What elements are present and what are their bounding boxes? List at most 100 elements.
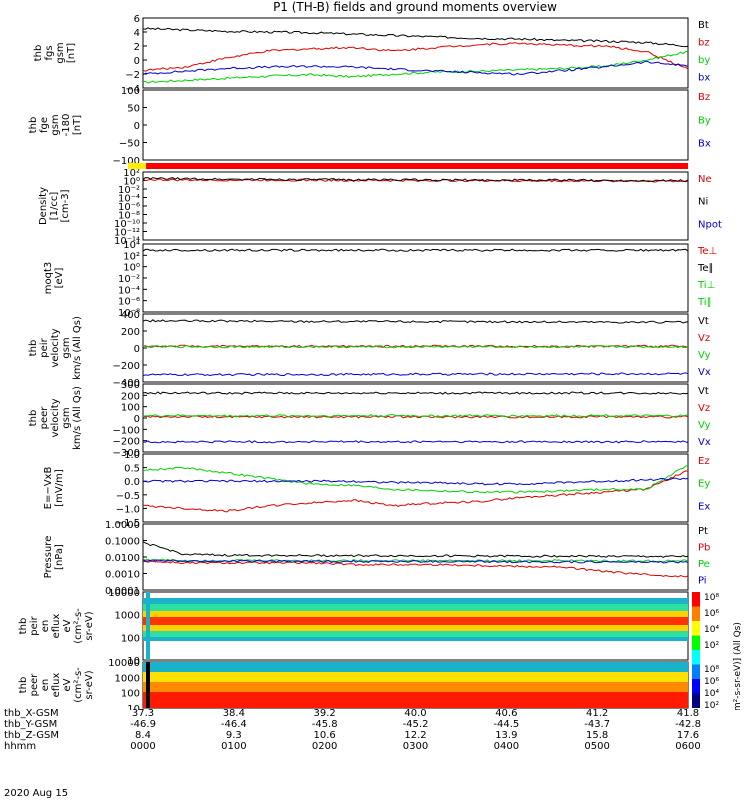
panel-8-ylabel: peir: [29, 615, 40, 635]
spec-8-band-3: [143, 617, 688, 625]
spec-9-band-2: [143, 682, 688, 692]
panel-5-ylabel: km/s (All Qs): [72, 386, 83, 450]
panel-3-frame: [142, 243, 689, 313]
panel-2-ytick-label: 10⁻⁶: [118, 202, 140, 213]
ephem-label-hhmm: hhmm: [4, 741, 37, 752]
panel-4-legend-Vy: Vy: [698, 350, 711, 361]
ephem-value: 41.2: [586, 708, 609, 719]
panel-4-ylabel: km/s (All Qs): [72, 316, 83, 380]
panel-9-ytick-label: 10000: [108, 658, 140, 669]
panel-1-ylabel: thb: [28, 117, 39, 134]
panel-2-ylabel: [1/cc]: [49, 192, 60, 221]
panel-3-ylabel: moqt3: [43, 262, 54, 295]
panel-5-ylabel: thb: [28, 410, 39, 427]
panel-2-legend-Npot: Npot: [698, 219, 722, 230]
panel-9-ytick-label: 1000: [115, 673, 140, 684]
series-6-Ez: [142, 470, 689, 513]
ephem-value: -42.8: [675, 719, 701, 730]
panel-2-ytick-label: 10²: [123, 168, 140, 179]
panel-3-legend-Te⊥: Te⊥: [697, 246, 717, 257]
panel-3-legend-Ti∥: Ti∥: [697, 297, 712, 308]
ephem-value: 0600: [675, 741, 701, 752]
panel-9-ylabel: en: [40, 679, 51, 692]
panel-8-ylabel: sr-eV): [84, 611, 95, 640]
panel-6-legend-Ez: Ez: [698, 456, 710, 467]
panel-4-ytick-label: 200: [121, 327, 140, 338]
panel-6-ytick-label: 0.5: [124, 464, 140, 475]
ephem-label-x: thb_X-GSM: [4, 708, 59, 719]
panel-1-ytick-label: 100: [121, 86, 140, 97]
panel-0-ylabel: thb: [33, 45, 44, 62]
series-0-bx: [142, 60, 689, 76]
panel-0-legend-Bt: Bt: [698, 20, 709, 31]
panel-7-ytick-label: 0.0010: [105, 570, 140, 581]
panel-0-ytick-label: 6: [134, 14, 140, 25]
panel-4-ytick-label: 400: [121, 310, 140, 321]
panel-1-legend-By: By: [698, 115, 711, 126]
colorbar-tick: 10⁴: [704, 625, 719, 635]
panel-1-ytick-label: −100: [113, 156, 140, 167]
panel-8-ylabel: eflux: [51, 614, 62, 639]
panel-3-legend-Ti⊥: Ti⊥: [697, 280, 715, 291]
series-6-Ex: [142, 477, 689, 486]
panel-8-ytick-label: 1000: [115, 611, 140, 622]
panel-7-ytick-label: 1.0000: [105, 520, 140, 531]
panel-4-ytick-label: −200: [113, 361, 140, 372]
colorbar-segment: [692, 621, 700, 636]
panel-3-ytick-label: 10²: [123, 251, 140, 262]
panel-6-legend-Ey: Ey: [698, 479, 710, 490]
panel-3-ytick-label: 10⁰: [123, 263, 140, 274]
ephem-value: 0200: [311, 741, 338, 752]
panel-7-legend-Pt: Pt: [698, 526, 708, 537]
ephem-label-z: thb_Z-GSM: [4, 730, 59, 741]
colorbar-tick: 10⁴: [704, 689, 719, 699]
ephem-value: 10.6: [313, 730, 336, 741]
series-0-Bt: [142, 27, 689, 48]
panel-6-ytick-label: −0.5: [116, 491, 140, 502]
spec-8-band-4: [143, 625, 688, 631]
panel-1-ylabel: [nT]: [72, 115, 83, 135]
panel-5-ytick-label: −100: [113, 425, 140, 436]
panel-0-ytick-label: 0: [134, 56, 140, 67]
colorbar-tick: 10²: [704, 701, 719, 710]
panel-2-frame: [142, 171, 689, 241]
ephem-value: 40.0: [404, 708, 427, 719]
panel-2-ytick-label: 10⁻¹⁰: [114, 219, 140, 230]
series-5-Vt: [142, 391, 689, 395]
panel-8-ylabel: (cm²-s-: [73, 608, 84, 644]
series-4-Vt: [142, 319, 689, 324]
panel-5-legend-Vz: Vz: [698, 403, 710, 414]
panel-4-ylabel: gsm: [61, 337, 72, 358]
panel-2-legend-Ni: Ni: [698, 197, 708, 208]
panel-9-ytick-label: 10: [127, 704, 140, 710]
series-0-by: [142, 50, 689, 84]
panel-6-ylabel: E=−VxB: [43, 467, 54, 510]
series-5-Vy: [142, 414, 689, 418]
panel-0-ytick-label: −4: [125, 84, 140, 95]
panel-5-legend-Vy: Vy: [698, 420, 711, 431]
panel-9-ylabel: (cm²-s-: [73, 667, 84, 703]
panel-8-ylabel: eV: [62, 619, 73, 632]
mode-bar-fast: [146, 163, 688, 169]
ephem-value: 0100: [221, 741, 247, 752]
panel-3-ytick-label: 10⁻²: [118, 274, 140, 285]
spec-8-band-5: [143, 631, 688, 637]
panel-0-ylabel: gsm: [55, 42, 66, 63]
panel-1-ylabel: gsm: [50, 114, 61, 135]
panel-7-legend-Pi: Pi: [698, 576, 707, 587]
panel-8-ytick-label: 10000: [108, 588, 140, 599]
panel-5-ytick-label: −200: [113, 437, 140, 448]
panel-4-legend-Vz: Vz: [698, 333, 710, 344]
mode-bar-slow: [128, 163, 146, 169]
panel-3-ytick-label: 10⁴: [123, 240, 140, 251]
panel-5-ytick-label: 100: [121, 403, 140, 414]
panel-5-ytick-label: 300: [121, 380, 140, 391]
ephemeris-table: thb_X-GSM thb_Y-GSM thb_Z-GSM hhmm 37.3-…: [0, 708, 750, 800]
ephem-value: 0500: [584, 741, 610, 752]
panel-4-ytick-label: 0: [134, 344, 140, 355]
panel-8-ylabel: en: [40, 620, 51, 633]
series-3-Ti: [142, 248, 689, 252]
series-4-Vx: [142, 372, 689, 377]
ephem-value: 0300: [402, 741, 429, 752]
